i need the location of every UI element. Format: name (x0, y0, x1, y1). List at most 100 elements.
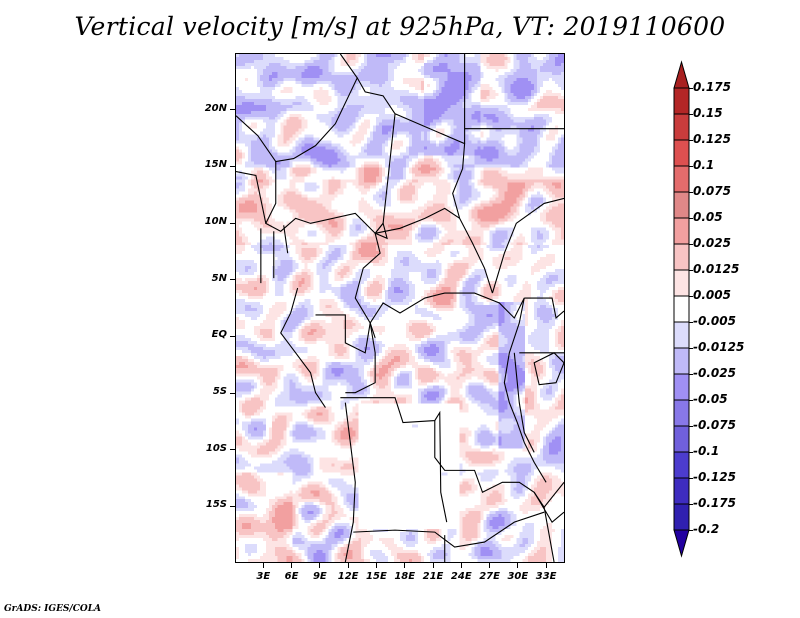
lat-tick-label: 10N (204, 216, 227, 227)
lon-tick-label: 18E (394, 571, 416, 582)
colorbar-label: 0.0125 (693, 262, 740, 276)
grads-credit: GrADS: IGES/COLA (4, 604, 102, 614)
lon-tick-label: 21E (422, 571, 444, 582)
lat-tick (230, 335, 235, 337)
border-sudan-ethiopia (491, 197, 564, 294)
colorbar-label: -0.075 (693, 418, 736, 432)
lon-tick (262, 563, 264, 568)
colorbar-box (673, 243, 690, 271)
colorbar-box (673, 269, 690, 297)
border-uganda-kenya (519, 297, 564, 354)
border-drc-angola (340, 397, 448, 523)
lon-tick-label: 3E (256, 571, 271, 582)
colorbar-label: 0.175 (693, 80, 731, 94)
colorbar-tick (689, 269, 693, 271)
border-gabon-coast (280, 287, 326, 408)
border-niger-chad (374, 113, 396, 234)
lon-tick-label: 24E (450, 571, 472, 582)
colorbar-tick (689, 451, 693, 453)
lat-tick (230, 165, 235, 167)
lon-tick (432, 563, 434, 568)
colorbar-tick (689, 529, 693, 531)
border-angola-zambia (434, 420, 564, 509)
colorbar-box (673, 321, 690, 349)
colorbar-tick (689, 399, 693, 401)
colorbar-box (673, 295, 690, 323)
lon-tick-label: 6E (284, 571, 299, 582)
colorbar-box (673, 113, 690, 141)
colorbar-label: 0.075 (693, 184, 731, 198)
colorbar-label: -0.0125 (693, 340, 745, 354)
lat-tick-label: 20N (204, 102, 227, 114)
colorbar-label: 0.15 (693, 106, 723, 120)
lon-tick (517, 563, 519, 568)
border-chad-libya (394, 113, 466, 169)
lat-tick (230, 279, 235, 281)
colorbar-box (673, 477, 690, 505)
colorbar-tick (689, 243, 693, 245)
border-rift-inner (513, 352, 535, 453)
lon-tick-label: 12E (337, 571, 359, 582)
chart-title: Vertical velocity [m/s] at 925hPa, VT: 2… (74, 12, 726, 41)
border-chad-sudan (452, 168, 493, 294)
lon-tick-label: 30E (507, 571, 529, 582)
border-congo-gabon (315, 314, 371, 354)
lat-tick-label: EQ (211, 329, 227, 341)
colorbar-box (673, 451, 690, 479)
colorbar-box (673, 373, 690, 401)
lat-tick (230, 392, 235, 394)
colorbar-tick (689, 503, 693, 505)
lat-tick-label: 10S (205, 442, 227, 454)
colorbar-box (673, 399, 690, 427)
colorbar (673, 60, 690, 558)
colorbar-label: -0.025 (693, 366, 736, 380)
country-borders (236, 54, 564, 562)
lon-tick-label: 9E (312, 571, 327, 582)
colorbar-tick (689, 425, 693, 427)
border-tanzania-mozambique (533, 491, 564, 562)
border-mali-algeria (236, 76, 396, 163)
lon-tick (319, 563, 321, 568)
lon-tick-label: 33E (535, 571, 557, 582)
lat-tick-label: 5N (211, 272, 227, 284)
border-car-drc (369, 292, 525, 324)
lake-chad (374, 222, 388, 240)
colorbar-box (673, 503, 690, 531)
lat-tick (230, 222, 235, 224)
lat-tick-label: 15S (205, 499, 227, 511)
lon-tick (375, 563, 377, 568)
colorbar-label: -0.2 (693, 522, 720, 536)
border-niger-libya (339, 54, 358, 79)
colorbar-tick (689, 373, 693, 375)
lon-tick (489, 563, 491, 568)
colorbar-label: 0.05 (693, 210, 723, 224)
colorbar-label: 0.005 (693, 288, 731, 302)
colorbar-tick (689, 139, 693, 141)
colorbar-label: -0.05 (693, 392, 728, 406)
lake-victoria (533, 352, 564, 386)
border-drc-congo (345, 322, 376, 394)
map-plot-area (235, 53, 565, 563)
colorbar-top-triangle (673, 60, 690, 89)
colorbar-box (673, 191, 690, 219)
lon-tick (460, 563, 462, 568)
lon-tick (545, 563, 547, 568)
colorbar-tick (689, 477, 693, 479)
colorbar-label: -0.175 (693, 496, 736, 510)
colorbar-label: -0.005 (693, 314, 736, 328)
colorbar-box (673, 347, 690, 375)
lat-tick (230, 109, 235, 111)
border-burkina-coast (236, 171, 267, 224)
border-mali-niger (265, 161, 376, 234)
colorbar-label: -0.125 (693, 470, 736, 484)
colorbar-tick (689, 113, 693, 115)
colorbar-label: -0.1 (693, 444, 720, 458)
colorbar-label: 0.1 (693, 158, 715, 172)
lon-tick-label: 27E (479, 571, 500, 582)
border-nigeria-cameroon (354, 233, 381, 339)
lat-tick (230, 505, 235, 507)
border-angola-coast (344, 402, 356, 562)
colorbar-label: 0.125 (693, 132, 731, 146)
border-angola-namibia (353, 511, 545, 548)
colorbar-box (673, 165, 690, 193)
